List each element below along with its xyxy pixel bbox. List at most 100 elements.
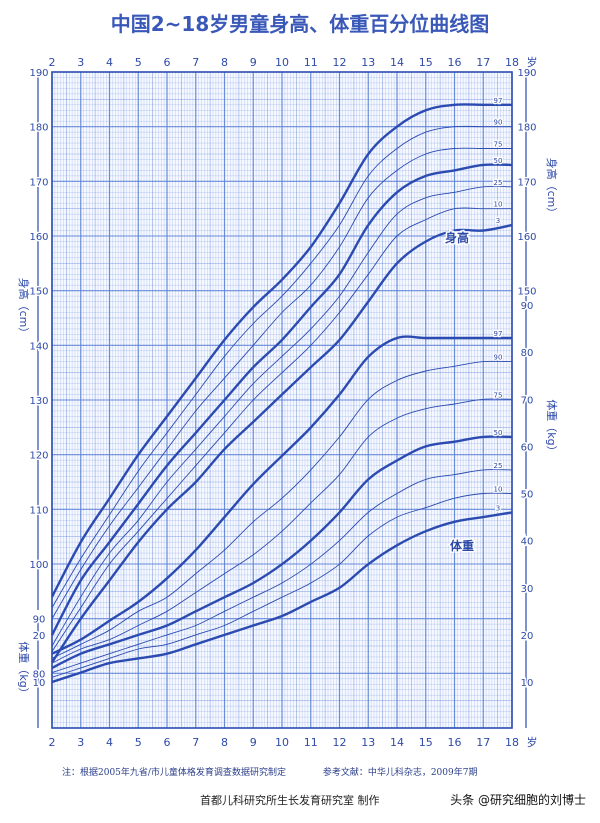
x-tick-label-bottom: 7 [192, 736, 199, 749]
weight-tick-label-right: 70 [521, 395, 534, 406]
height-tick-label-left: 180 [29, 123, 48, 134]
weight-axis-label-right: 体重（kg） [545, 399, 559, 456]
x-tick-label-bottom: 5 [135, 736, 142, 749]
x-axis-unit-bottom: 岁 [527, 735, 538, 749]
height-curve-p75 [51, 147, 512, 619]
x-tick-label-top: 14 [390, 56, 404, 69]
growth-chart: 2 2 3 3 4 4 5 5 6 6 7 7 8 8 9 9 10 10 11 11 12 12 13 13 14 14 15 15… [17, 55, 559, 749]
grid-layer [51, 71, 513, 729]
height-tick-label-left: 110 [29, 505, 48, 516]
x-tick-label-bottom: 4 [106, 736, 113, 749]
x-tick-label-bottom: 2 [49, 736, 56, 749]
weight-tick-label-right: 90 [521, 301, 534, 312]
height-tick-label-left: 120 [29, 451, 48, 462]
x-tick-label-top: 5 [135, 56, 142, 69]
chart-title: 中国2~18岁男童身高、体重百分位曲线图 [110, 12, 490, 36]
footnote: 注：根据2005年九省/市儿童体格发育调查数据研究制定 参考文献：中华儿科杂志，… [62, 765, 582, 778]
x-tick-label-top: 7 [192, 56, 199, 69]
footnote-reference: 参考文献：中华儿科杂志，2009年7期 [322, 768, 478, 778]
height-percentile-label-75: 75 [494, 141, 503, 149]
x-tick-label-top: 2 [49, 56, 56, 69]
weight-tick-label-right: 10 [521, 678, 534, 689]
height-percentile-label-25: 25 [494, 179, 503, 187]
x-tick-label-bottom: 16 [448, 736, 462, 749]
height-tick-label-right: 160 [517, 232, 536, 243]
height-curves [50, 103, 513, 664]
x-tick-label-top: 12 [333, 56, 347, 69]
x-tick-label-bottom: 15 [419, 736, 433, 749]
weight-curve-p97 [51, 335, 512, 655]
weight-percentile-label-75: 75 [494, 391, 503, 399]
x-axis-unit-top: 岁 [527, 55, 538, 69]
height-percentile-label-97: 97 [494, 97, 503, 105]
height-tick-label-left: 80 [33, 669, 46, 680]
weight-curves [51, 335, 513, 684]
x-tick-label-top: 13 [361, 56, 375, 69]
x-tick-label-top: 4 [106, 56, 113, 69]
weight-percentile-label-3: 3 [496, 504, 500, 512]
weight-axis-label-left: 体重（kg） [17, 641, 31, 698]
weight-percentile-label-50: 50 [494, 429, 503, 437]
height-curve-p3 [50, 223, 513, 664]
weight-tick-label-right: 60 [521, 442, 534, 453]
x-tick-label-top: 17 [476, 56, 490, 69]
plot-frame [51, 71, 513, 729]
height-curve-p97 [50, 103, 512, 598]
weight-curve-p50 [51, 435, 513, 669]
height-curve-p50 [50, 163, 513, 636]
height-tick-label-right: 180 [517, 123, 536, 134]
height-tick-label-right: 190 [517, 68, 536, 79]
weight-tick-label-left: 20 [33, 631, 46, 642]
weight-curve-p10 [51, 492, 513, 678]
height-percentile-label-50: 50 [494, 157, 503, 165]
weight-curve-p3 [51, 511, 513, 684]
height-tick-label-left: 100 [29, 560, 48, 571]
x-tick-label-bottom: 12 [333, 736, 347, 749]
x-tick-label-bottom: 3 [77, 736, 84, 749]
weight-tick-label-left: 10 [33, 678, 46, 689]
weight-curve-p25 [51, 469, 513, 674]
height-group-label: 身高 [445, 230, 469, 245]
height-tick-label-right: 170 [517, 177, 536, 188]
x-tick-label-top: 18 [505, 56, 519, 69]
x-tick-label-top: 15 [419, 56, 433, 69]
height-tick-label-left: 140 [29, 341, 48, 352]
x-tick-label-top: 3 [77, 56, 84, 69]
height-tick-label-left: 130 [29, 396, 48, 407]
credit-line: 首都儿科研究所生长发育研究室 制作 [200, 794, 380, 807]
x-tick-label-top: 11 [304, 56, 318, 69]
watermark: 头条 @研究细胞的刘博士 [450, 793, 586, 807]
height-percentile-label-3: 3 [496, 217, 500, 225]
x-tick-label-bottom: 10 [275, 736, 289, 749]
x-tick-label-bottom: 14 [390, 736, 404, 749]
weight-tick-label-right: 30 [521, 584, 534, 595]
height-curve-p10 [51, 207, 512, 652]
height-axis-label-left: 身高（cm） [17, 278, 31, 339]
weight-percentile-label-25: 25 [494, 462, 503, 470]
x-tick-label-bottom: 18 [505, 736, 519, 749]
weight-tick-label-right: 20 [521, 631, 534, 642]
height-axis-label-right: 身高（cm） [545, 158, 559, 219]
x-tick-label-top: 16 [448, 56, 462, 69]
x-tick-label-top: 10 [275, 56, 289, 69]
x-tick-label-bottom: 8 [221, 736, 228, 749]
height-percentile-label-90: 90 [494, 119, 503, 127]
height-percentile-label-10: 10 [494, 201, 503, 209]
weight-percentile-label-97: 97 [494, 330, 503, 338]
weight-curve-p75 [51, 398, 513, 664]
x-tick-label-bottom: 11 [304, 736, 318, 749]
height-curve-p90 [51, 125, 512, 608]
height-tick-label-left: 150 [29, 287, 48, 298]
weight-tick-label-right: 80 [521, 348, 534, 359]
weight-group-label: 体重 [450, 538, 474, 553]
height-curve-p25 [51, 185, 513, 647]
x-tick-label-bottom: 6 [164, 736, 171, 749]
weight-curve-p90 [51, 360, 513, 659]
axes-layer [37, 71, 527, 729]
height-tick-label-left: 90 [33, 615, 46, 626]
weight-tick-label-right: 40 [521, 537, 534, 548]
weight-percentile-label-90: 90 [494, 354, 503, 362]
x-tick-label-bottom: 13 [361, 736, 375, 749]
x-tick-label-bottom: 9 [250, 736, 257, 749]
height-tick-label-left: 160 [29, 232, 48, 243]
